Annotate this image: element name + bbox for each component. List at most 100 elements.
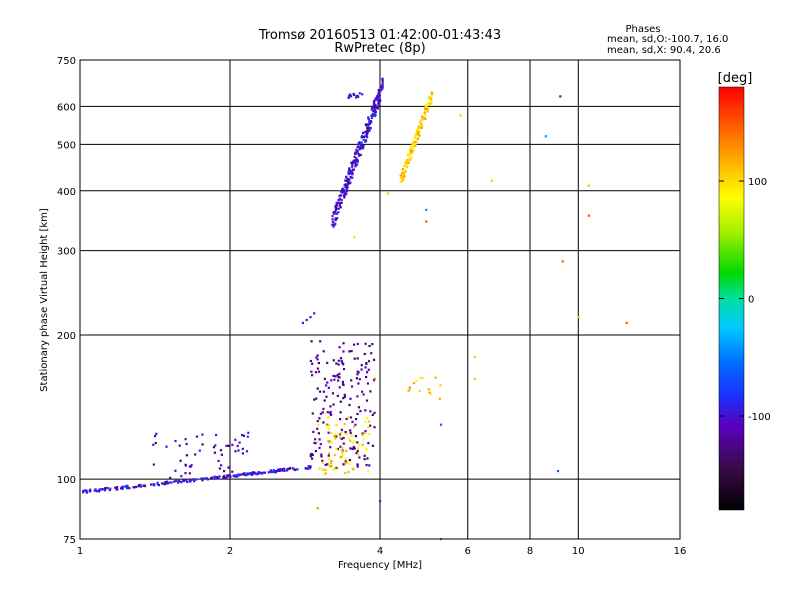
data-point [412,145,415,148]
y-tick-label: 300 [57,247,76,258]
data-point [325,384,328,387]
data-point [217,459,220,462]
data-point [327,386,330,389]
data-point [349,429,352,432]
data-point [334,217,337,220]
data-point [318,467,321,470]
data-point [152,463,155,466]
data-point [310,457,314,460]
data-point [317,370,321,373]
data-point [342,383,345,386]
data-point [399,180,402,184]
data-point [334,433,337,436]
data-point [323,473,326,476]
data-point [367,124,370,127]
data-point [324,472,327,475]
data-point [348,403,351,407]
data-point [343,422,346,426]
data-point [408,386,411,389]
data-point [121,487,124,490]
data-point [337,363,340,366]
data-point [408,389,411,392]
data-point [339,206,342,209]
data-point [338,194,341,197]
data-point [357,153,361,156]
data-point [367,426,370,429]
data-point [341,361,344,365]
data-point [218,467,221,470]
data-point [348,171,352,175]
data-point [358,148,361,151]
data-point [343,196,346,199]
data-point [380,89,383,92]
data-point [339,418,342,421]
data-point [335,466,338,469]
data-point [379,500,382,503]
data-point [356,370,359,373]
data-point [189,465,192,468]
data-point [356,450,359,453]
data-point [351,165,354,168]
data-point [377,99,380,102]
data-point [328,452,331,455]
data-point [362,434,365,437]
data-point [308,466,311,469]
data-point [364,366,367,369]
data-point [413,140,416,144]
data-point [401,176,404,179]
data-point [373,377,376,380]
data-point [403,175,406,178]
data-point [360,368,363,371]
data-point [363,454,366,457]
data-point [339,411,342,414]
data-point [254,472,257,475]
data-point [174,479,177,482]
data-point [425,220,428,223]
data-point [362,131,365,134]
data-point [122,485,125,488]
y-tick-label: 100 [57,475,76,486]
data-point [587,214,590,217]
data-point [364,409,367,412]
data-point [334,375,337,378]
data-point [349,447,352,450]
data-point [354,165,357,168]
data-point [343,190,346,194]
data-point [360,141,363,144]
data-point [371,413,374,416]
data-point [423,107,427,110]
data-point [165,445,168,448]
data-point [125,485,128,488]
data-point [134,485,137,489]
x-tick-label: 8 [527,546,533,557]
data-point [211,476,214,480]
data-point [316,358,319,361]
data-point [374,104,377,107]
data-point [316,367,319,370]
data-point [242,434,245,437]
data-point [89,488,92,491]
data-point [154,441,157,445]
data-point [109,487,112,490]
data-point [316,441,319,444]
data-point [417,125,420,128]
data-point [332,359,335,362]
data-point [316,387,319,390]
data-point [307,465,310,468]
data-point [404,162,407,165]
data-point [82,491,85,494]
data-point [373,411,376,414]
data-point [277,468,280,471]
data-point [420,123,423,126]
data-point [373,106,376,109]
data-point [365,399,369,402]
data-point [331,223,334,226]
data-point [357,143,360,146]
data-point [364,420,367,423]
data-point [419,121,422,124]
data-point [380,86,383,89]
data-point [328,458,331,461]
data-point [429,102,432,105]
data-point [332,374,335,377]
data-point [381,82,384,85]
